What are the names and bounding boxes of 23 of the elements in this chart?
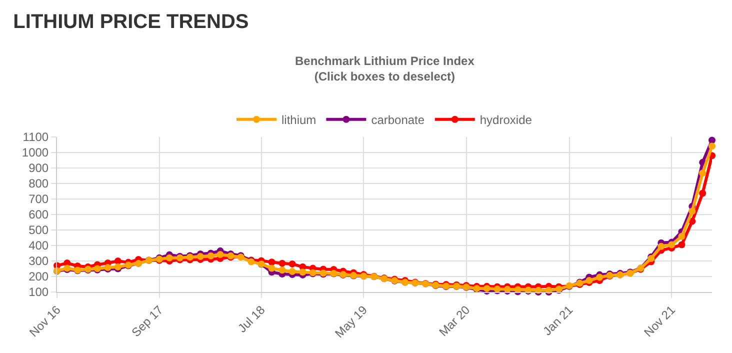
y-tick-label: 1100: [22, 130, 49, 144]
y-tick-label: 100: [28, 285, 49, 300]
legend-label: lithium: [282, 113, 316, 128]
y-tick-label: 700: [28, 192, 49, 206]
chart-subtitle: Benchmark Lithium Price Index (Click boxes to deselect): [295, 54, 475, 84]
x-tick-label: Sep 17: [128, 302, 166, 340]
chart-title: LITHIUM PRICE TRENDS: [13, 11, 249, 34]
x-tick-label: Mar 20: [436, 302, 473, 340]
y-tick-label: 800: [28, 176, 49, 191]
y-tick-label: 600: [28, 208, 49, 222]
y-tick-label: 200: [28, 270, 49, 284]
x-tick-label: Jan 21: [540, 302, 576, 338]
y-tick-label: 500: [28, 223, 49, 238]
x-tick-label: May 19: [332, 302, 370, 341]
legend-label: carbonate: [371, 113, 425, 128]
x-tick-label: Jul 18: [235, 302, 268, 336]
y-tick-label: 400: [28, 238, 49, 253]
y-tick-label: 300: [28, 254, 49, 268]
x-tick-label: Nov 21: [641, 302, 678, 340]
y-tick-label: 900: [28, 161, 49, 176]
x-tick-label: Nov 16: [26, 302, 64, 340]
y-tick-label: 1000: [22, 146, 49, 160]
legend-label: hydroxide: [480, 113, 532, 128]
